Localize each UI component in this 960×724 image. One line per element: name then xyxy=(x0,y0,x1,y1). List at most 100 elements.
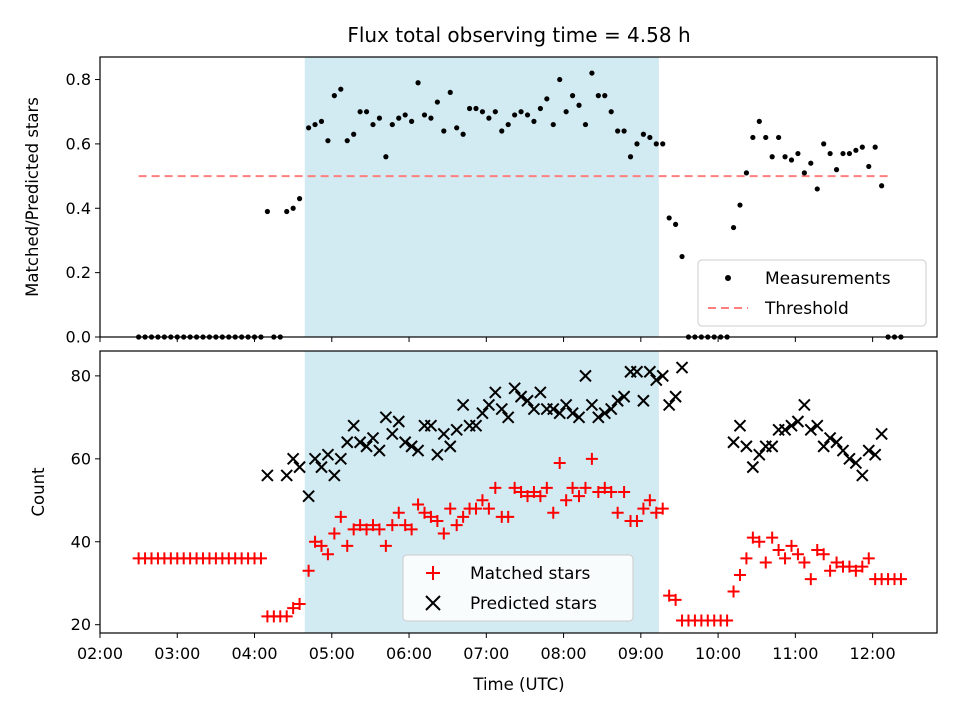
matched-star-point xyxy=(379,539,392,552)
predicted-star-point xyxy=(386,427,399,441)
measurement-point xyxy=(415,80,421,86)
bottom-ytick-label: 60 xyxy=(71,449,91,468)
measurement-point xyxy=(499,128,505,134)
measurement-point xyxy=(647,134,653,141)
measurement-point xyxy=(563,109,569,115)
matched-star-point xyxy=(328,527,341,540)
measurement-point xyxy=(666,215,672,221)
measurement-point xyxy=(846,150,853,157)
predicted-star-point xyxy=(579,369,592,383)
matched-star-point xyxy=(824,564,837,577)
measurement-point xyxy=(505,121,511,128)
predicted-star-point xyxy=(392,415,405,428)
predicted-star-point xyxy=(514,390,528,403)
matched-star-point xyxy=(566,481,579,494)
measurement-point xyxy=(338,86,344,92)
predicted-star-point xyxy=(553,406,566,420)
predicted-star-point xyxy=(778,423,792,437)
matched-star-point xyxy=(637,502,650,515)
matched-star-point xyxy=(798,556,811,569)
predicted-star-point xyxy=(817,440,830,453)
measurement-point xyxy=(447,89,453,96)
predicted-star-point xyxy=(373,444,386,457)
predicted-star-point xyxy=(293,460,306,474)
matched-star-point xyxy=(470,502,483,515)
matched-star-point xyxy=(302,564,315,577)
matched-star-point xyxy=(321,548,334,561)
predicted-star-point xyxy=(559,398,573,412)
legend-measurements-marker xyxy=(725,275,731,281)
predicted-star-point xyxy=(856,469,869,482)
measurement-point xyxy=(595,93,601,99)
top-ytick-label: 0.6 xyxy=(66,134,91,153)
predicted-star-point xyxy=(424,419,438,432)
measurement-point xyxy=(454,125,460,131)
predicted-star-point xyxy=(791,415,805,428)
matched-star-point xyxy=(366,519,379,532)
matched-star-point xyxy=(817,548,830,561)
predicted-star-point xyxy=(823,431,837,445)
predicted-star-point xyxy=(669,390,682,403)
measurement-point xyxy=(473,105,479,112)
bottom-x-axis-ticks: 02:00 03:00 04:00 05:00 06:00 07:00 08:00 09:00… xyxy=(77,633,896,663)
matched-star-point xyxy=(759,556,772,569)
measurement-point xyxy=(853,147,859,153)
x-tick-label: 09:00 xyxy=(618,644,664,663)
measurement-point xyxy=(557,76,563,83)
predicted-star-point xyxy=(643,365,657,378)
matched-star-point xyxy=(579,481,592,494)
x-tick-label: 02:00 xyxy=(77,644,123,663)
x-tick-label: 11:00 xyxy=(772,644,818,663)
top-x-axis-ticks xyxy=(99,337,874,342)
measurement-point xyxy=(589,70,595,76)
measurement-point xyxy=(821,141,827,147)
measurement-point xyxy=(312,121,318,128)
measurement-point xyxy=(769,154,775,160)
measurement-point xyxy=(756,118,762,124)
measurement-point xyxy=(827,150,833,157)
measurement-point xyxy=(396,115,402,121)
measurement-point xyxy=(363,109,370,115)
matched-star-point xyxy=(502,510,515,523)
predicted-star-point xyxy=(476,406,489,420)
matched-star-point xyxy=(843,560,856,573)
measurement-point xyxy=(621,128,627,134)
matched-star-point xyxy=(424,510,437,523)
measurement-point xyxy=(782,154,788,160)
x-tick-label: 07:00 xyxy=(463,644,509,663)
bottom-legend: Matched stars Predicted stars xyxy=(402,554,634,622)
measurement-point xyxy=(808,160,814,166)
measurement-point xyxy=(357,109,363,115)
matched-star-point xyxy=(740,552,753,565)
measurement-point xyxy=(351,131,357,137)
bottom-legend-box xyxy=(402,554,634,622)
matched-star-point xyxy=(746,531,759,544)
matched-star-point xyxy=(605,486,618,498)
predicted-star-point xyxy=(727,436,740,449)
matched-star-point xyxy=(573,490,586,503)
measurement-point xyxy=(653,141,659,147)
measurement-point xyxy=(434,99,440,105)
predicted-star-point xyxy=(366,431,380,445)
predicted-star-point xyxy=(302,489,315,503)
bottom-ytick-label: 40 xyxy=(71,532,91,551)
matched-star-point xyxy=(287,602,300,615)
predicted-star-point xyxy=(508,382,521,395)
predicted-star-point xyxy=(798,398,811,412)
measurement-point xyxy=(866,163,872,170)
measurement-point xyxy=(608,109,614,115)
matched-star-point xyxy=(315,539,328,552)
predicted-star-point xyxy=(617,390,631,403)
measurement-point xyxy=(325,138,331,144)
predicted-star-point xyxy=(495,402,508,416)
matched-star-point xyxy=(753,535,766,548)
top-legend-box xyxy=(697,259,927,327)
matched-star-point xyxy=(534,490,547,503)
matched-star-point xyxy=(457,510,470,523)
matched-star-point xyxy=(540,481,553,494)
predicted-star-point xyxy=(527,402,541,416)
matched-star-point xyxy=(515,486,528,498)
predicted-star-point xyxy=(611,394,624,407)
measurement-point xyxy=(389,121,395,128)
bottom-axes-frame xyxy=(99,350,938,634)
